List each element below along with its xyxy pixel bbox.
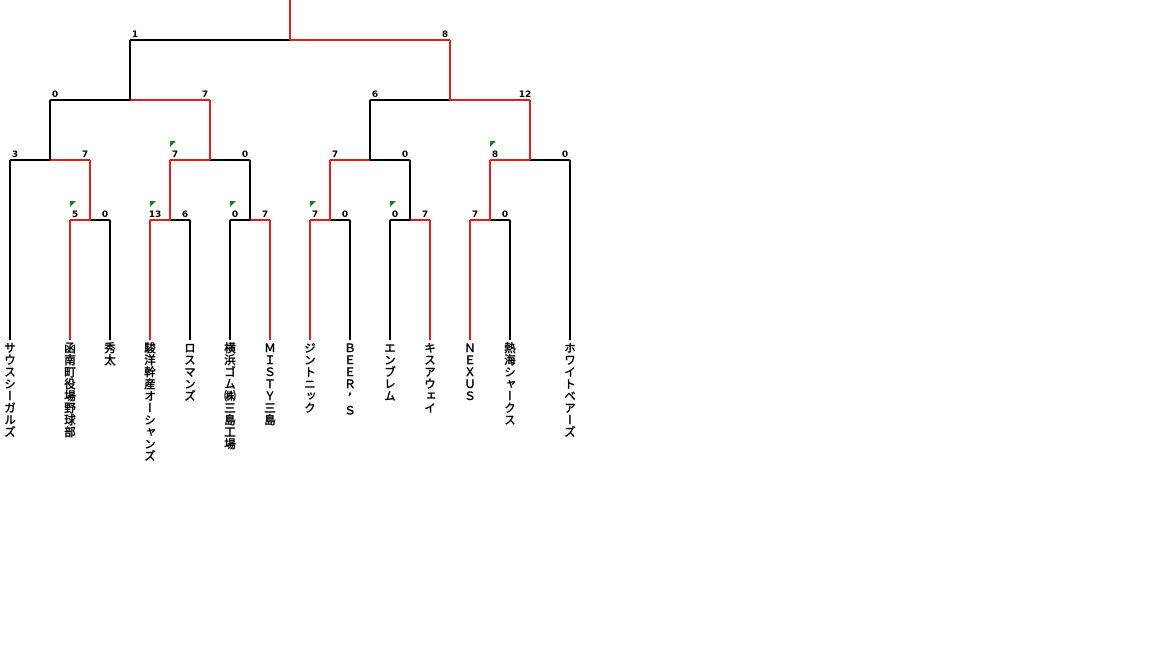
- r1c-left-score: 0: [232, 210, 238, 220]
- team-label: 秀太: [103, 342, 117, 366]
- final-right-score: 8: [442, 30, 448, 40]
- r1f-right-score: 0: [502, 210, 508, 220]
- r1a-flag-marker: [70, 201, 76, 207]
- r2b-flag-marker: [170, 141, 176, 147]
- team-label: ジントニック: [303, 342, 317, 414]
- r1c-right-score: 7: [262, 210, 268, 220]
- r2d-left-score: 8: [492, 150, 498, 160]
- r2a-right-score: 7: [82, 150, 88, 160]
- team-label: ホワイトベアーズ: [563, 342, 577, 438]
- r2a-left-score: 3: [12, 150, 18, 160]
- r1b-right-score: 6: [182, 210, 188, 220]
- r2c-left-score: 7: [332, 150, 338, 160]
- team-label: キスアウェイ: [423, 342, 437, 414]
- r1f-left-score: 7: [472, 210, 478, 220]
- team-label: サウスシーガルズ: [3, 342, 17, 438]
- sfb-right-score: 12: [519, 90, 532, 100]
- r1e-right-score: 7: [422, 210, 428, 220]
- team-label: ロスマンズ: [183, 342, 197, 402]
- team-label: 函南町役場野球部: [63, 342, 77, 438]
- r2d-flag-marker: [490, 141, 496, 147]
- team-label: 横浜ゴム㈱三島工場: [223, 342, 237, 450]
- team-label: ＢＥＥＲ’Ｓ: [343, 342, 357, 417]
- team-label: ＮＥＸＵＳ: [463, 342, 477, 402]
- r1c-flag-marker: [230, 201, 236, 207]
- team-label: エンブレム: [383, 342, 397, 402]
- r1d-right-score: 0: [342, 210, 348, 220]
- r1a-right-score: 0: [102, 210, 108, 220]
- r2d-right-score: 0: [562, 150, 568, 160]
- team-label: 駿洋幹産オーシャンズ: [143, 342, 157, 462]
- sfa-right-score: 7: [202, 90, 208, 100]
- r2c-right-score: 0: [402, 150, 408, 160]
- r1b-flag-marker: [150, 201, 156, 207]
- final-left-score: 1: [132, 30, 138, 40]
- team-label: 熱海シャークス: [503, 342, 517, 426]
- r1d-flag-marker: [310, 201, 316, 207]
- r1e-flag-marker: [390, 201, 396, 207]
- sfb-left-score: 6: [372, 90, 378, 100]
- r1d-left-score: 7: [312, 210, 318, 220]
- r2b-left-score: 7: [172, 150, 178, 160]
- sfa-left-score: 0: [52, 90, 58, 100]
- r1e-left-score: 0: [392, 210, 398, 220]
- team-label: ＭＩＳＴＹ三島: [263, 342, 277, 426]
- r1a-left-score: 5: [72, 210, 78, 220]
- r2b-right-score: 0: [242, 150, 248, 160]
- r1b-left-score: 13: [149, 210, 162, 220]
